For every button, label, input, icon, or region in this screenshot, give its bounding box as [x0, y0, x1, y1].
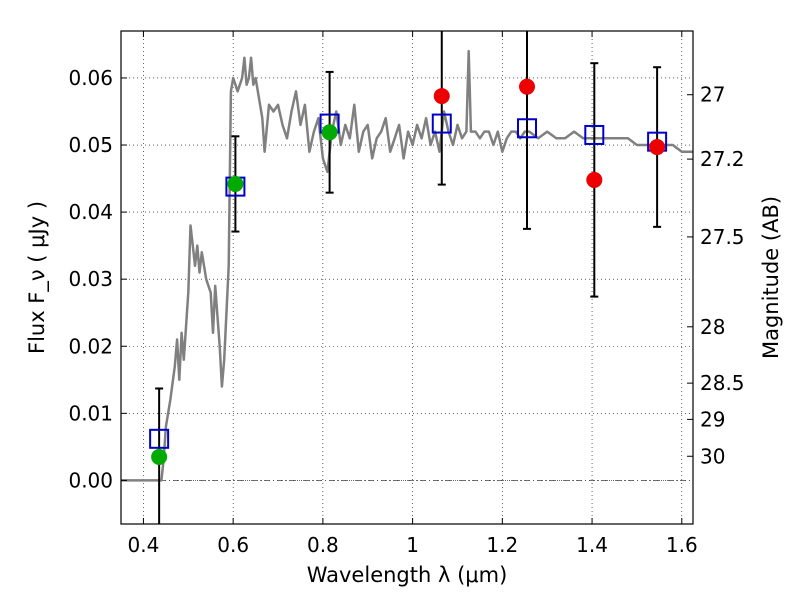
x-tick-label: 1.6 — [666, 533, 698, 557]
x-tick-label: 1.4 — [576, 533, 608, 557]
y-tick-label: 0.03 — [68, 267, 113, 291]
magnitude-tick-label: 27.5 — [700, 225, 745, 249]
spectrum-line — [121, 49, 693, 482]
magnitude-tick-label: 30 — [700, 444, 725, 468]
model-photometry-square — [584, 124, 605, 145]
y-tick-label: 0.02 — [68, 334, 113, 358]
y-axis-right-label: Magnitude (AB) — [759, 196, 783, 359]
y-tick-label: 0.00 — [68, 468, 113, 492]
magnitude-tick-label: 29 — [700, 407, 725, 431]
magnitude-tick-label: 28 — [700, 315, 725, 339]
x-tick-label: 0.6 — [217, 533, 249, 557]
model-photometry-square — [517, 118, 538, 139]
y-tick-label: 0.04 — [68, 200, 113, 224]
data-marks — [149, 31, 668, 524]
x-axis-label: Wavelength λ (μm) — [307, 563, 508, 587]
observed-photometry-point — [227, 175, 244, 192]
model-photometry-square — [149, 428, 170, 449]
y-axis-label: Flux F_ν ( μJy ) — [25, 201, 50, 354]
x-tick-label: 1.2 — [486, 533, 518, 557]
observed-photometry-point — [519, 78, 536, 95]
observed-photometry-point — [433, 88, 450, 105]
x-tick-label: 0.4 — [128, 533, 160, 557]
magnitude-tick-label: 27 — [700, 83, 725, 107]
y-tick-label: 0.05 — [68, 133, 113, 157]
observed-photometry-point — [151, 448, 168, 465]
x-tick-label: 0.8 — [307, 533, 339, 557]
observed-photometry-point — [321, 124, 338, 141]
observed-photometry-point — [649, 139, 666, 156]
grid — [121, 31, 693, 524]
model-photometry-square — [431, 113, 452, 134]
observed-photometry-point — [586, 171, 603, 188]
magnitude-tick-label: 27.2 — [700, 147, 745, 171]
x-tick-label: 1 — [406, 533, 419, 557]
y-tick-label: 0.01 — [68, 401, 113, 425]
y-tick-label: 0.06 — [68, 66, 113, 90]
axis-ticks: 0.4 0.6 0.8 1 1.2 1.4 1.6 0.00 0.01 0.02 0.03 0.04 0… — [68, 31, 745, 557]
plot-frame — [120, 30, 694, 525]
magnitude-tick-label: 28.5 — [700, 371, 745, 395]
